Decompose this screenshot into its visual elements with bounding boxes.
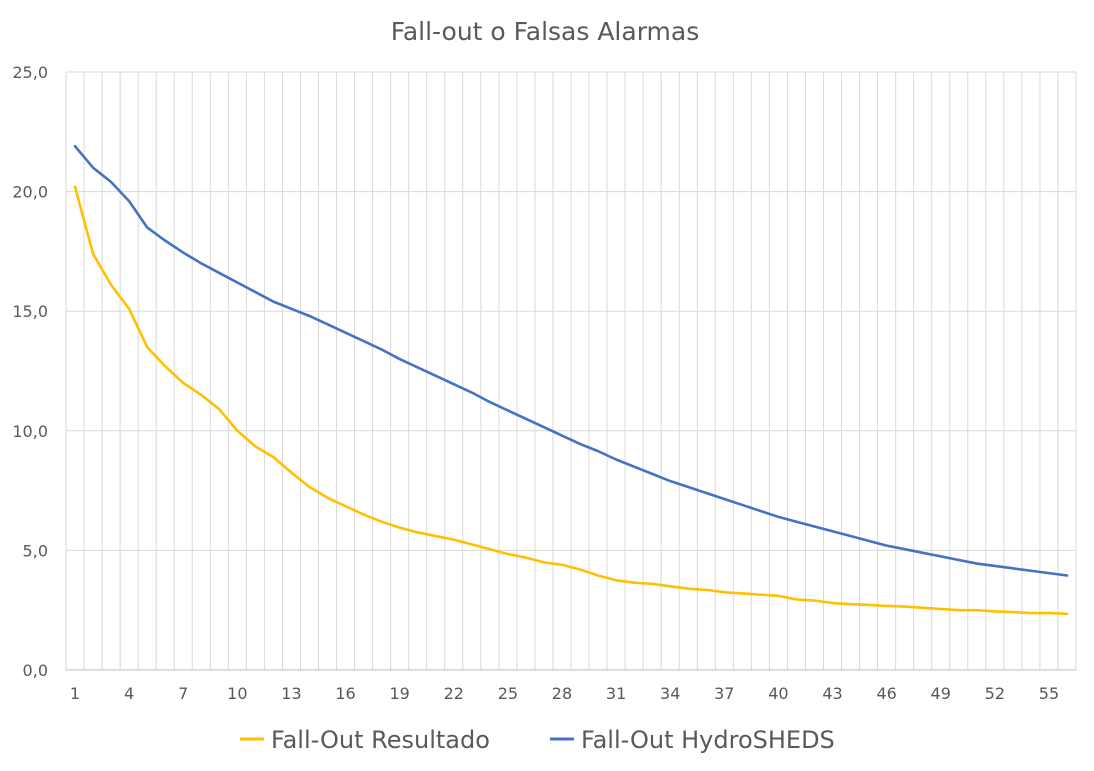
x-tick-label: 1 (70, 684, 80, 703)
x-tick-label: 19 (389, 684, 409, 703)
series-line-fall-out-resultado (73, 185, 1069, 616)
x-tick-label: 43 (822, 684, 842, 703)
x-tick-label: 52 (985, 684, 1005, 703)
chart-title: Fall-out o Falsas Alarmas (391, 17, 699, 46)
legend-label: Fall-Out Resultado (271, 726, 490, 754)
y-tick-label: 0,0 (23, 661, 48, 680)
grid (65, 71, 1077, 670)
x-tick-label: 10 (227, 684, 247, 703)
x-tick-label: 40 (768, 684, 788, 703)
x-tick-label: 46 (876, 684, 896, 703)
y-tick-label: 20,0 (12, 183, 48, 202)
x-tick-label: 7 (178, 684, 188, 703)
x-tick-label: 13 (281, 684, 301, 703)
y-tick-label: 15,0 (12, 302, 48, 321)
y-tick-label: 5,0 (23, 541, 48, 560)
x-tick-label: 16 (335, 684, 355, 703)
axes: 0,0 5,0 10,0 15,0 20,0 25,0 1 4 7 10 13 16 19 22 25 28 3… (12, 63, 1076, 703)
x-tick-label: 31 (606, 684, 626, 703)
x-tick-label: 22 (444, 684, 464, 703)
x-tick-label: 4 (124, 684, 134, 703)
x-tick-label: 55 (1039, 684, 1059, 703)
legend-label: Fall-Out HydroSHEDS (581, 726, 835, 754)
y-tick-label: 25,0 (12, 63, 48, 82)
series-lines (73, 144, 1069, 616)
x-tick-label: 37 (714, 684, 734, 703)
x-tick-label: 28 (552, 684, 572, 703)
x-tick-label: 49 (931, 684, 951, 703)
x-tick-label: 34 (660, 684, 680, 703)
x-tick-label: 25 (498, 684, 518, 703)
legend: Fall-Out Resultado Fall-Out HydroSHEDS (240, 726, 835, 754)
y-tick-label: 10,0 (12, 422, 48, 441)
series-line-fall-out-hydrosheds (73, 144, 1069, 577)
